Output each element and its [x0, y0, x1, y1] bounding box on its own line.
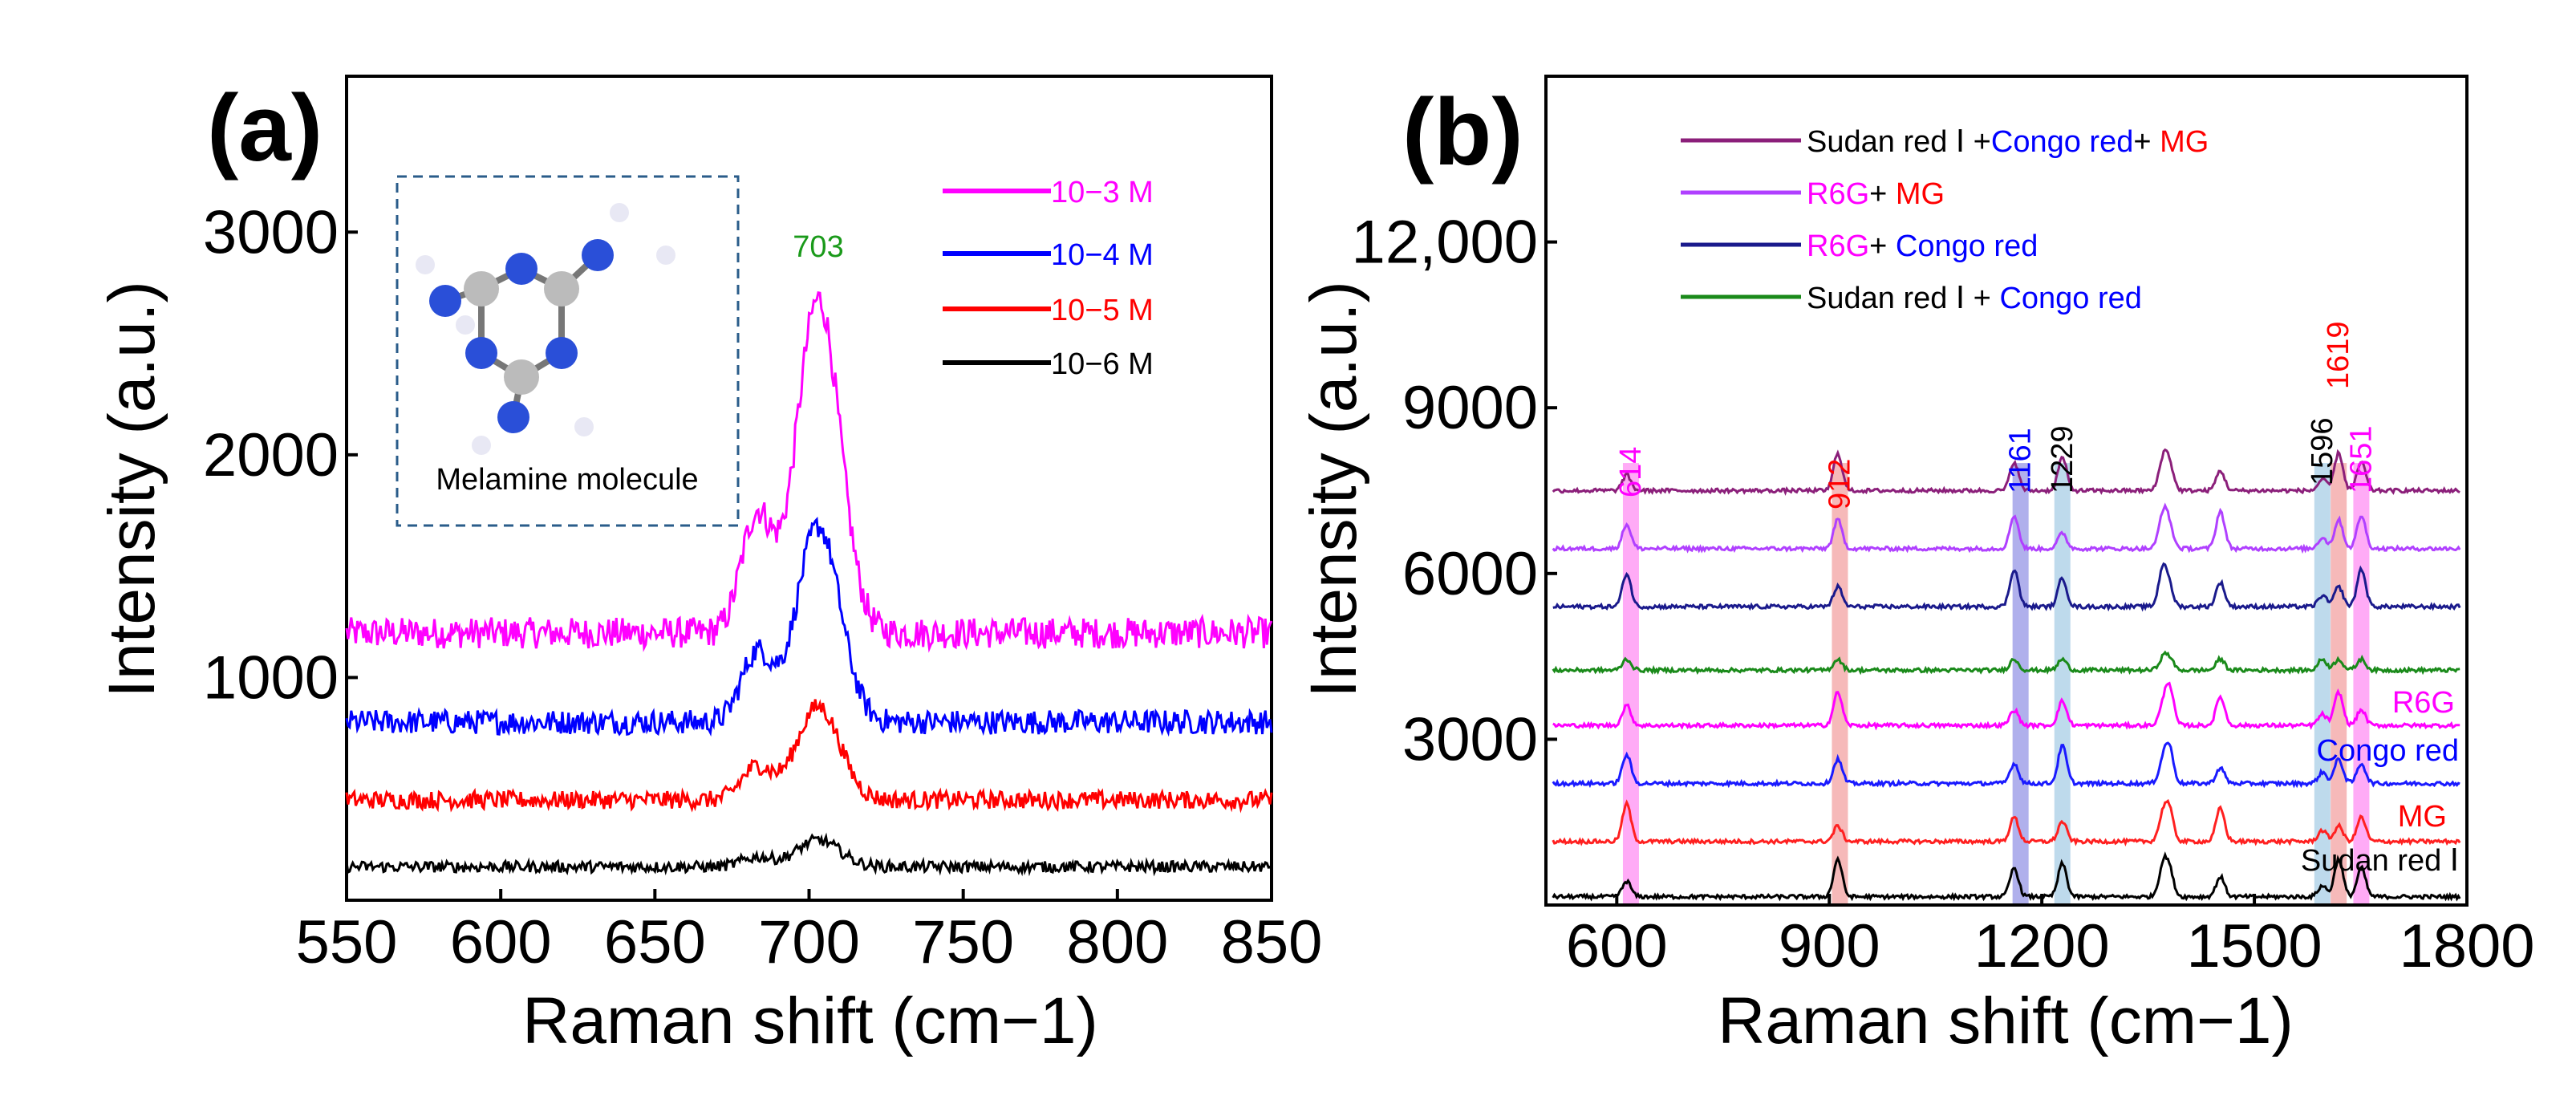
series-line-3 [1552, 681, 2460, 731]
y-tick-label: 1000 [203, 643, 339, 712]
panel-b-band-labels: 614 912 1161 1229 1596 1619 1651 [1614, 321, 2378, 509]
series-line-7 [1552, 448, 2460, 496]
panel-b-series [1552, 448, 2461, 902]
x-tick-label: 600 [450, 908, 552, 976]
band-912 [1832, 463, 1848, 903]
panel-a-letter: (a) [207, 75, 323, 181]
legend-item: Sudan red Ⅰ +Congo red+ MG [1807, 125, 2209, 159]
band-label-1651: 1651 [2344, 425, 2378, 493]
x-tick-label: 550 [296, 908, 398, 976]
legend-item: R6G+ MG [1807, 177, 1945, 211]
legend-item: 10−3 M [1051, 176, 1154, 209]
band-label-1229: 1229 [2046, 425, 2079, 493]
band-1229 [2054, 463, 2071, 903]
panel-b: (b) 600 900 1200 1500 1800 3000 6000 9000 12,000… [1297, 75, 2535, 1057]
y-tick-label: 3000 [1402, 705, 1538, 773]
series-line-4 [1552, 650, 2460, 676]
series-label-3: R6G [2392, 686, 2455, 720]
y-tick-label: 3000 [203, 198, 339, 266]
x-tick-label: 850 [1221, 908, 1323, 976]
melamine-molecule-icon [416, 203, 675, 455]
series-line-5 [1552, 562, 2461, 612]
x-tick-label: 650 [604, 908, 706, 976]
panel-b-y-axis-label: Intensity (a.u.) [1297, 281, 1370, 698]
panel-a-legend: 10−3 M 10−4 M 10−5 M 10−6 M [943, 176, 1154, 381]
y-tick-label: 6000 [1402, 540, 1538, 608]
series-line-0 [1552, 851, 2461, 902]
y-tick-label: 12,000 [1352, 209, 1538, 277]
band-1651 [2353, 463, 2370, 903]
panel-a-y-axis-label: Intensity (a.u.) [95, 281, 168, 698]
x-tick-label: 1200 [1974, 912, 2110, 980]
band-label-912: 912 [1823, 459, 1856, 509]
series-line-2 [1552, 741, 2460, 789]
series-line-1 [345, 517, 1273, 737]
panel-b-x-axis-label: Raman shift (cm−1) [1718, 984, 2294, 1057]
panel-b-series-labels: Sudan red Ⅰ MG Congo red R6G [2301, 686, 2459, 878]
legend-item: 10−4 M [1051, 238, 1154, 272]
x-tick-label: 1500 [2187, 912, 2322, 980]
band-1596 [2314, 463, 2331, 903]
panel-a-x-axis-label: Raman shift (cm−1) [522, 984, 1098, 1057]
y-tick-label: 9000 [1402, 374, 1538, 442]
legend-item: 10−5 M [1051, 294, 1154, 327]
panel-b-bands [1622, 463, 2370, 903]
x-tick-label: 750 [912, 908, 1014, 976]
panel-a: (a) 550 600 650 700 750 800 850 1000 2000 3000 Ra… [95, 75, 1322, 1057]
x-tick-label: 800 [1066, 908, 1168, 976]
x-tick-label: 700 [758, 908, 860, 976]
band-label-1161: 1161 [2004, 428, 2038, 493]
panel-b-ticks: 600 900 1200 1500 1800 3000 6000 9000 12,000 [1352, 209, 2535, 980]
series-line-6 [1552, 502, 2461, 554]
series-line-1 [1552, 798, 2461, 846]
x-tick-label: 1800 [2399, 912, 2534, 980]
band-1619 [2331, 463, 2347, 903]
legend-item: R6G+ Congo red [1807, 229, 2038, 263]
y-tick-label: 2000 [203, 421, 339, 489]
panel-b-legend: Sudan red Ⅰ +Congo red+ MG R6G+ MG R6G+ Co… [1681, 125, 2209, 315]
inset-label: Melamine molecule [436, 463, 698, 497]
band-label-1619: 1619 [2322, 321, 2355, 389]
panel-a-series [345, 290, 1273, 877]
series-line-0 [345, 290, 1273, 653]
x-tick-label: 600 [1566, 912, 1668, 980]
band-label-614: 614 [1614, 447, 1648, 497]
series-line-3 [345, 832, 1273, 877]
x-tick-label: 900 [1779, 912, 1880, 980]
peak-label-703: 703 [793, 230, 843, 264]
legend-item: Sudan red Ⅰ + Congo red [1807, 282, 2142, 315]
series-line-2 [345, 699, 1273, 814]
legend-item: 10−6 M [1051, 347, 1154, 381]
panel-b-frame [1544, 75, 2468, 907]
series-label-2: Congo red [2317, 734, 2459, 768]
panel-a-ticks: 550 600 650 700 750 800 850 1000 2000 3000 [203, 198, 1322, 976]
series-label-0: Sudan red Ⅰ [2301, 844, 2459, 878]
panel-b-letter: (b) [1402, 79, 1523, 185]
band-label-1596: 1596 [2306, 417, 2339, 485]
series-label-1: MG [2398, 800, 2447, 834]
